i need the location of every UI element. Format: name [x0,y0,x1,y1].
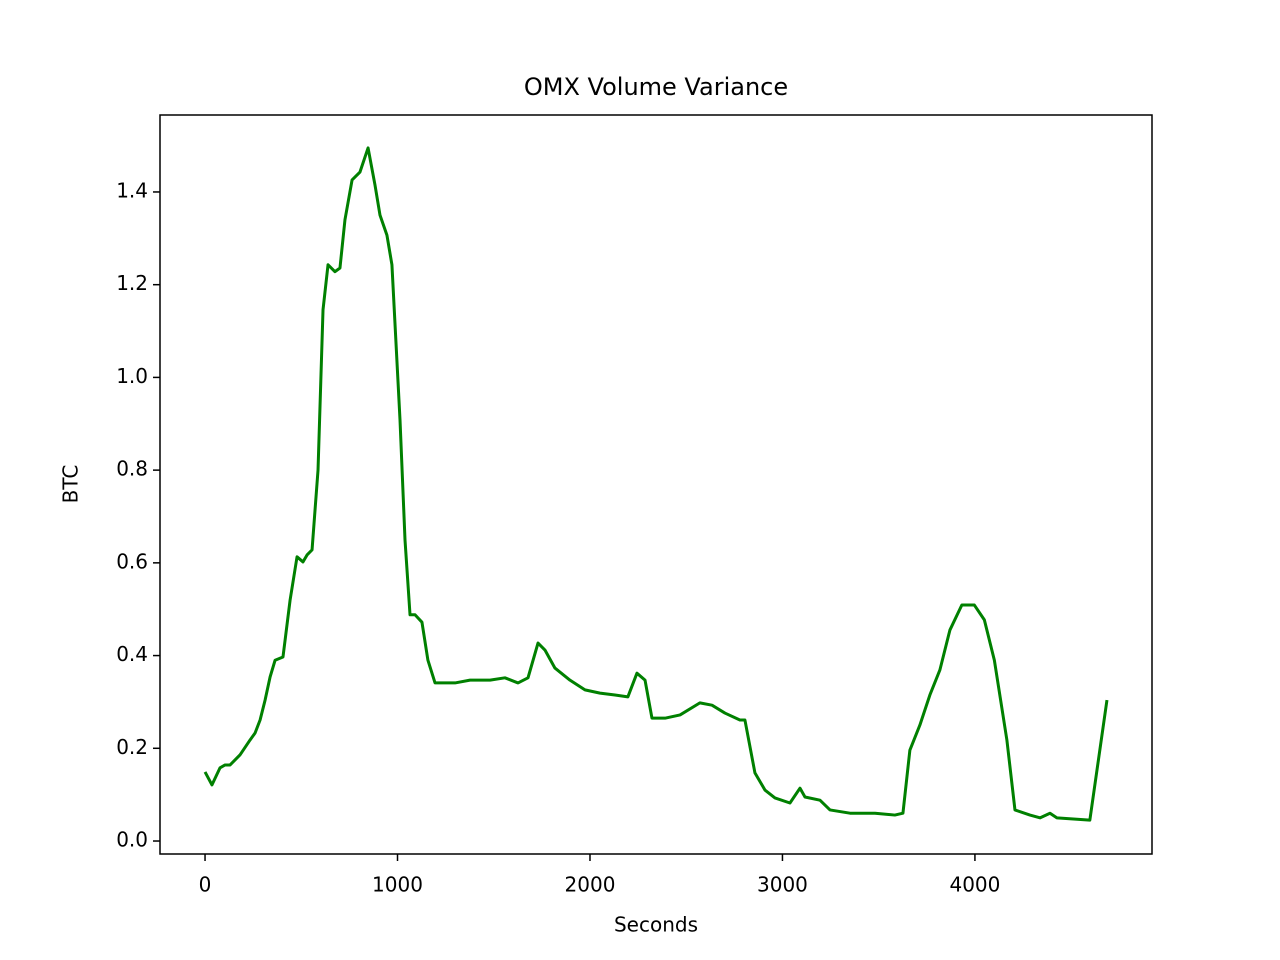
y-tick-label: 1.2 [116,271,148,295]
y-tick-label: 0.4 [116,642,148,666]
y-tick-label: 0.2 [116,735,148,759]
y-tick-label: 0.0 [116,828,148,852]
x-tick-label: 4000 [949,873,1000,897]
x-tick-label: 2000 [565,873,616,897]
y-axis-label: BTC [59,465,83,504]
y-tick-label: 0.8 [116,457,148,481]
y-tick-label: 1.0 [116,364,148,388]
y-tick-label: 1.4 [116,178,148,202]
x-axis-label: Seconds [614,913,698,937]
x-tick-label: 0 [199,873,212,897]
x-tick-label: 3000 [757,873,808,897]
data-line [203,146,1109,822]
x-tick-label: 1000 [372,873,423,897]
plot-frame [159,114,1153,855]
y-tick-label: 0.6 [116,549,148,573]
chart-title: OMX Volume Variance [524,73,788,101]
